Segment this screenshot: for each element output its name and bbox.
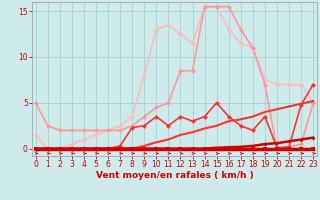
X-axis label: Vent moyen/en rafales ( km/h ): Vent moyen/en rafales ( km/h ) [96, 171, 253, 180]
